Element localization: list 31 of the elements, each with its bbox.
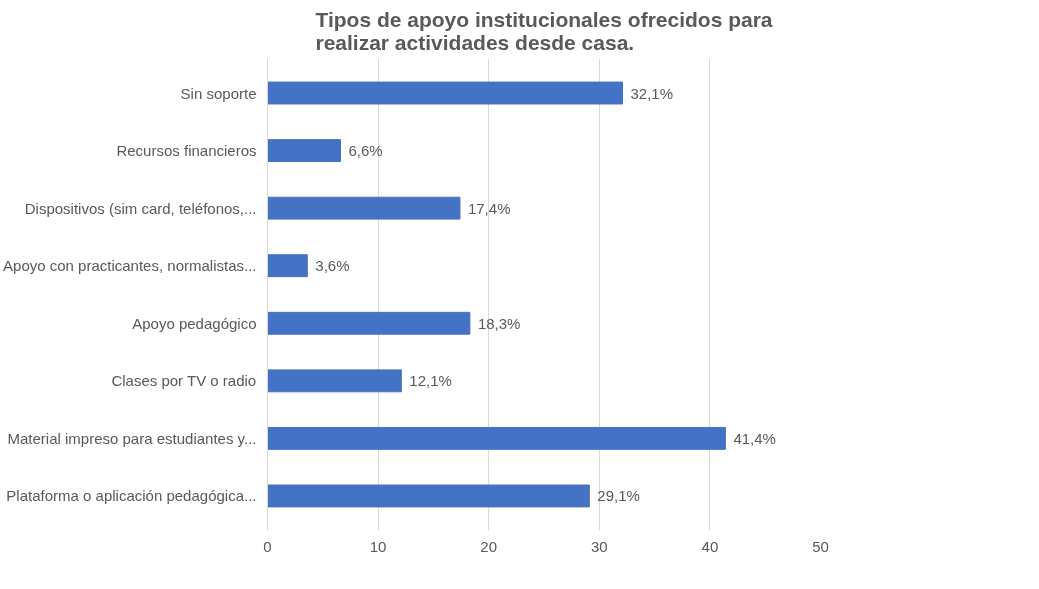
x-tick-label: 30 — [590, 537, 608, 555]
bar — [267, 369, 402, 393]
chart-title: Tipos de apoyo institucionales ofrecidos para realizar actividades desde casa. — [315, 7, 773, 54]
bar — [267, 426, 726, 450]
data-label: 17,4% — [467, 199, 511, 217]
data-label: 18,3% — [477, 314, 521, 332]
x-tick-label: 10 — [369, 537, 387, 555]
y-tick-label: Sin soporte — [180, 84, 257, 102]
bar — [267, 254, 308, 278]
x-tick-label: 40 — [701, 537, 719, 555]
y-tick-label: Plataforma o aplicación pedagógica... — [6, 487, 257, 505]
bar — [267, 196, 461, 220]
x-tick-label: 0 — [263, 537, 272, 555]
data-label: 12,1% — [409, 372, 452, 390]
y-tick-label: Recursos financieros — [116, 142, 257, 160]
x-tick-label: 20 — [480, 537, 498, 555]
bar — [267, 139, 341, 163]
bar — [267, 311, 471, 335]
bar — [267, 484, 590, 508]
y-tick-label: Apoyo con practicantes, normalistas... — [3, 257, 257, 275]
data-label: 6,6% — [348, 142, 383, 160]
bar — [267, 81, 624, 105]
data-label: 29,1% — [597, 487, 640, 505]
y-tick-label: Apoyo pedagógico — [132, 314, 257, 332]
y-tick-label: Material impreso para estudiantes y... — [7, 429, 257, 447]
data-label: 3,6% — [315, 257, 350, 275]
y-tick-label: Dispositivos (sim card, teléfonos,... — [24, 199, 257, 217]
y-tick-label: Clases por TV o radio — [111, 372, 257, 390]
data-label: 32,1% — [630, 84, 674, 102]
data-label: 41,4% — [733, 429, 776, 447]
x-tick-label: 50 — [812, 537, 829, 555]
